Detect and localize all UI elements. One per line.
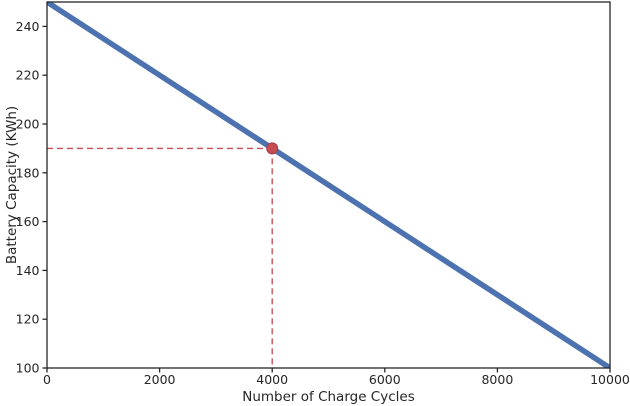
y-axis-label: Battery Capacity (KWh)	[4, 106, 20, 264]
x-axis-label: Number of Charge Cycles	[242, 389, 415, 405]
x-tick-label: 8000	[481, 372, 513, 387]
y-tick-label: 100	[16, 361, 40, 376]
series-layer	[47, 2, 610, 368]
x-tick-label: 2000	[144, 372, 176, 387]
highlight-point-marker	[266, 142, 279, 155]
battery-capacity-line	[47, 2, 610, 368]
ticks-layer: 0 2000 4000 6000 8000 10000 100 120 140 160 180 200…	[16, 19, 630, 387]
x-tick-label: 6000	[369, 372, 401, 387]
y-tick-label: 220	[16, 68, 40, 83]
y-tick-label: 200	[16, 117, 40, 132]
plot-border	[46, 1, 611, 369]
y-tick-label: 240	[16, 19, 40, 34]
x-tick-label: 4000	[256, 372, 288, 387]
marker-layer	[266, 142, 279, 155]
x-tick-label: 10000	[590, 372, 630, 387]
y-tick-label: 140	[16, 263, 40, 278]
y-tick-label: 180	[16, 165, 40, 180]
axes-frame-layer	[46, 1, 611, 369]
x-tick-label: 0	[43, 372, 51, 387]
y-tick-label: 120	[16, 312, 40, 327]
guide-lines-layer	[47, 147, 273, 368]
y-tick-label: 160	[16, 214, 40, 229]
